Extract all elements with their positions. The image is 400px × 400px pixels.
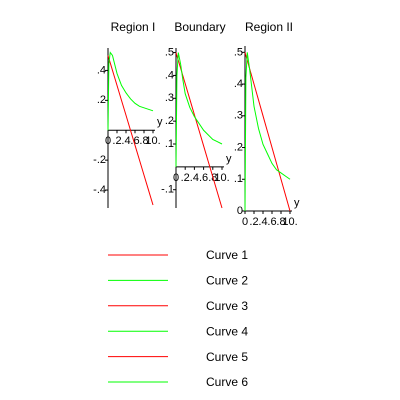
x-tick-label: .6: [199, 172, 208, 184]
y-tick-label: .2: [165, 115, 174, 127]
y-tick-label: .1: [165, 138, 174, 150]
panel-title: Region II: [245, 20, 293, 34]
curve: [244, 52, 291, 212]
legend-label: Curve 6: [206, 375, 248, 389]
x-tick-label: 10.: [145, 135, 160, 147]
x-tick-label: 0: [105, 135, 111, 147]
y-tick-label: 0: [237, 205, 243, 217]
x-tick-label: .4: [121, 135, 130, 147]
y-tick-label: .5: [165, 46, 174, 58]
legend-label: Curve 4: [206, 324, 248, 338]
x-tick-label: .6: [267, 216, 276, 228]
x-tick-label: 10.: [214, 172, 229, 184]
curve: [107, 51, 154, 131]
x-tick-label: .6: [130, 135, 139, 147]
y-tick-label: .3: [234, 110, 243, 122]
y-tick-label: .4: [234, 78, 243, 90]
x-tick-label: .4: [258, 216, 267, 228]
x-tick-label: .2: [181, 172, 190, 184]
curve: [175, 52, 223, 209]
y-tick-label: -.2: [93, 154, 106, 166]
x-axis-label: y: [157, 116, 163, 128]
y-tick-label: .2: [97, 94, 106, 106]
y-tick-label: -.1: [161, 184, 174, 196]
y-tick-label: .4: [97, 64, 106, 76]
y-tick-label: .4: [165, 69, 174, 81]
x-tick-label: .2: [249, 216, 258, 228]
y-tick-label: .1: [234, 173, 243, 185]
x-tick-label: .2: [112, 135, 121, 147]
y-tick-label: .3: [165, 92, 174, 104]
y-tick-label: .2: [234, 141, 243, 153]
x-tick-label: .4: [190, 172, 199, 184]
legend-label: Curve 5: [206, 350, 248, 364]
legend-label: Curve 1: [206, 248, 248, 262]
legend-label: Curve 3: [206, 299, 248, 313]
curve: [107, 55, 154, 206]
legend-label: Curve 2: [206, 274, 248, 288]
x-axis-label: y: [226, 153, 232, 165]
y-tick-label: -.4: [93, 184, 106, 196]
x-tick-label: 0: [173, 172, 179, 184]
x-tick-label: 0: [242, 216, 248, 228]
x-tick-label: .8: [139, 135, 148, 147]
panel-title: Region I: [111, 20, 156, 34]
y-tick-label: .5: [234, 46, 243, 58]
x-axis-label: y: [294, 197, 300, 209]
curve: [175, 52, 223, 167]
panel-title: Boundary: [174, 20, 225, 34]
x-tick-label: 10.: [282, 216, 297, 228]
curve: [244, 52, 291, 212]
x-tick-label: .8: [276, 216, 285, 228]
